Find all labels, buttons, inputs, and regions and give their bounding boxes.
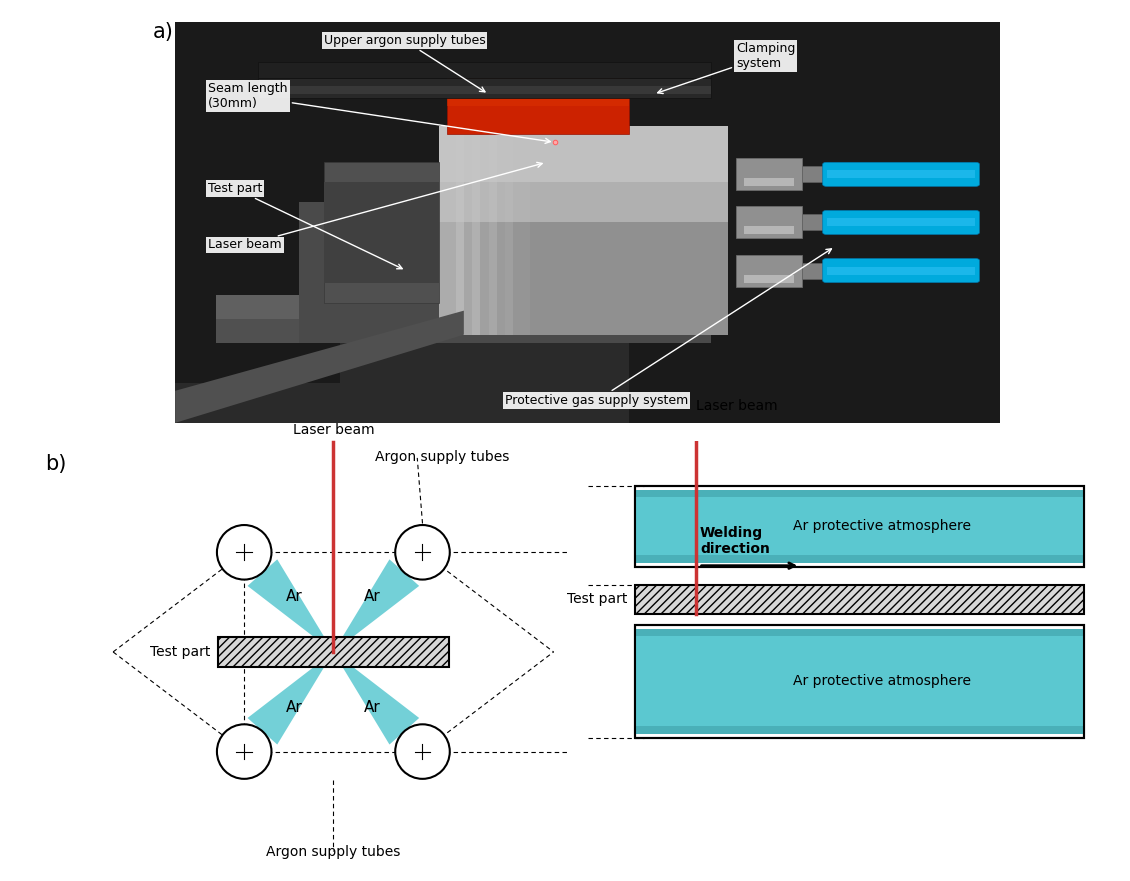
Text: Clamping
system: Clamping system (658, 42, 796, 93)
Bar (635, 485, 1084, 566)
Bar (635, 631, 1084, 732)
Bar (635, 626, 1084, 737)
Bar (802, 214, 827, 231)
Bar (635, 585, 1084, 614)
Text: Ar protective atmosphere: Ar protective atmosphere (793, 519, 971, 533)
Text: Test part: Test part (567, 592, 628, 606)
Bar (827, 170, 975, 178)
Bar (258, 86, 712, 94)
Polygon shape (247, 652, 333, 744)
Bar (217, 294, 628, 343)
Bar (827, 267, 975, 275)
Bar (218, 637, 449, 667)
Bar (635, 491, 1084, 561)
Text: Welding
direction: Welding direction (701, 526, 770, 556)
Bar (635, 629, 1084, 636)
Bar (745, 226, 793, 234)
Text: Ar: Ar (286, 589, 303, 604)
Text: Test part: Test part (208, 182, 402, 269)
Bar (258, 62, 712, 78)
Text: Ar: Ar (364, 700, 381, 714)
Bar (175, 242, 340, 382)
Circle shape (217, 724, 271, 779)
Text: Argon supply tubes: Argon supply tubes (375, 450, 510, 464)
Text: Laser beam: Laser beam (293, 423, 374, 437)
Bar (635, 555, 1084, 563)
Text: Upper argon supply tubes: Upper argon supply tubes (323, 34, 486, 92)
Bar (447, 74, 628, 134)
Circle shape (217, 525, 271, 580)
Text: Argon supply tubes: Argon supply tubes (267, 845, 400, 859)
Text: Seam length
(30mm): Seam length (30mm) (208, 82, 550, 144)
Bar (736, 206, 802, 239)
Bar (745, 178, 793, 187)
Text: b): b) (45, 454, 67, 474)
Text: Laser beam: Laser beam (696, 399, 777, 413)
Bar (455, 126, 480, 335)
Bar (472, 126, 497, 335)
FancyBboxPatch shape (823, 258, 980, 283)
Bar (323, 162, 440, 302)
Bar (802, 263, 827, 278)
Bar (736, 255, 802, 286)
Text: a): a) (153, 22, 173, 42)
Bar (488, 126, 513, 335)
Bar (635, 727, 1084, 734)
Text: Test part: Test part (150, 645, 210, 659)
Bar (505, 126, 530, 335)
Bar (635, 626, 1084, 737)
Bar (635, 490, 1084, 497)
Bar (258, 78, 712, 98)
Polygon shape (333, 559, 419, 652)
Text: Ar: Ar (286, 700, 303, 714)
Bar (827, 218, 975, 226)
Bar (323, 182, 440, 283)
Polygon shape (247, 559, 333, 652)
Text: Ar: Ar (364, 589, 381, 604)
Text: Ar protective atmosphere: Ar protective atmosphere (793, 674, 971, 688)
Polygon shape (298, 203, 712, 343)
Polygon shape (333, 652, 419, 744)
Bar (217, 319, 628, 343)
FancyBboxPatch shape (823, 162, 980, 187)
Bar (447, 74, 628, 107)
Circle shape (396, 724, 450, 779)
Text: Laser beam: Laser beam (208, 162, 542, 251)
Bar (745, 275, 793, 283)
Bar (440, 126, 728, 223)
Bar (175, 242, 628, 423)
Bar (440, 126, 728, 182)
Bar (635, 485, 1084, 566)
Text: Protective gas supply system: Protective gas supply system (505, 248, 832, 407)
Polygon shape (175, 311, 463, 423)
Bar (802, 167, 827, 182)
Circle shape (396, 525, 450, 580)
Bar (440, 126, 464, 335)
FancyBboxPatch shape (823, 211, 980, 234)
Bar (736, 159, 802, 190)
Bar (440, 126, 728, 335)
